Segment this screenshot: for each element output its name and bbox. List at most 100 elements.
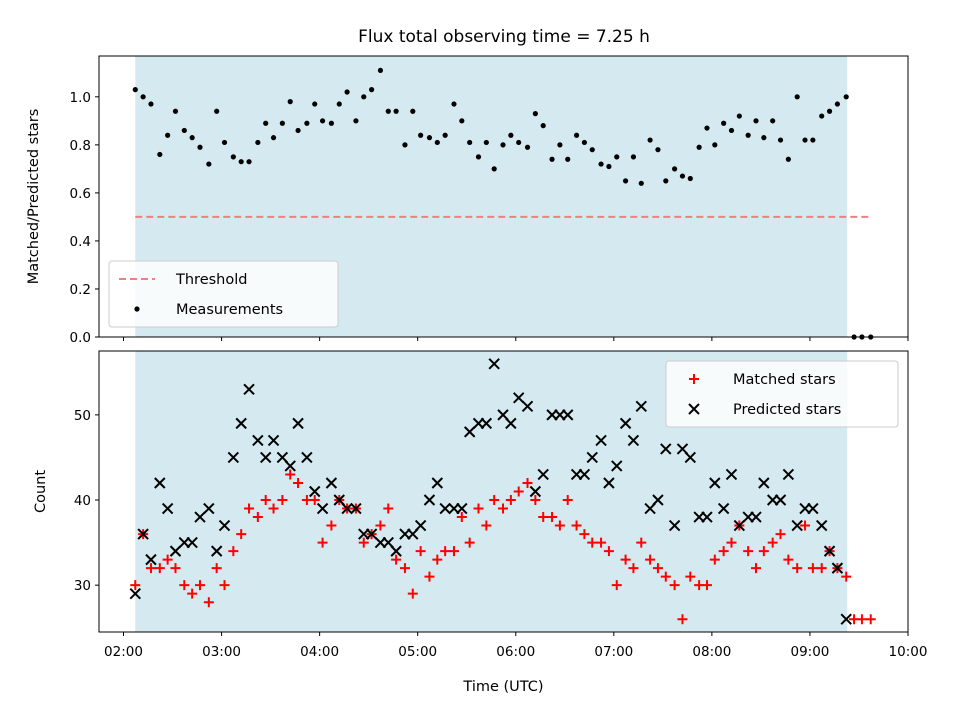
measurement-point xyxy=(319,118,326,124)
measurement-point xyxy=(589,147,595,153)
measurement-point xyxy=(385,108,391,114)
matched-star-point xyxy=(489,495,500,506)
matched-star-point xyxy=(701,580,712,591)
predicted-star-point xyxy=(161,502,174,515)
predicted-star-point xyxy=(840,613,852,625)
predicted-star-point xyxy=(652,494,664,506)
matched-star-point xyxy=(775,529,786,540)
measurement-point xyxy=(687,175,693,182)
matched-star-point xyxy=(268,503,279,514)
bottom-panel: 30 40 50 02:00 03:00 04:00 05:00 06:00 07:00 08:0… xyxy=(33,350,927,695)
y-tick-label: 0.2 xyxy=(70,282,91,298)
predicted-star-point xyxy=(611,460,623,472)
measurement-point xyxy=(491,166,497,172)
y-axis-label: Count xyxy=(33,470,49,513)
predicted-star-point xyxy=(129,587,141,600)
predicted-star-point xyxy=(512,392,525,404)
predicted-star-point xyxy=(210,545,223,557)
matched-star-point xyxy=(522,477,533,488)
predicted-star-point xyxy=(815,519,828,532)
predicted-star-point xyxy=(521,400,534,413)
matched-star-point xyxy=(195,580,206,591)
measurement-point xyxy=(785,156,791,162)
measurement-point xyxy=(393,108,399,114)
measurement-point xyxy=(475,154,482,160)
matched-star-point xyxy=(244,503,255,514)
measurement-point xyxy=(573,132,580,138)
measurement-point xyxy=(426,135,433,141)
measurement-point xyxy=(802,137,808,143)
measurement-point xyxy=(728,127,735,134)
measurement-point xyxy=(467,139,473,146)
legend: Threshold Measurements xyxy=(108,260,339,328)
predicted-star-point xyxy=(145,553,157,566)
matched-star-point xyxy=(219,580,230,591)
measurement-point xyxy=(819,113,825,119)
measurement-point xyxy=(630,154,637,160)
measurement-point xyxy=(451,101,457,107)
measurement-point xyxy=(843,94,849,100)
predicted-star-point xyxy=(325,477,338,489)
matched-star-point xyxy=(252,512,263,523)
matched-star-point xyxy=(758,546,769,557)
matched-star-point xyxy=(652,563,663,574)
matched-star-point xyxy=(554,520,565,531)
measurement-point xyxy=(516,139,522,146)
measurement-point xyxy=(140,94,146,100)
measurement-point xyxy=(721,120,727,126)
measurement-point xyxy=(606,163,612,170)
matched-star-point xyxy=(285,469,296,480)
matched-star-point xyxy=(448,546,459,557)
matched-star-point xyxy=(767,537,778,548)
legend-label: Threshold xyxy=(175,272,247,288)
measurement-point xyxy=(157,151,163,158)
predicted-star-point xyxy=(218,519,231,532)
measurement-point xyxy=(181,127,187,134)
predicted-star-point xyxy=(284,460,296,472)
measurement-point xyxy=(770,118,776,124)
measurement-point xyxy=(165,132,171,138)
matched-star-point xyxy=(579,529,590,540)
predicted-star-point xyxy=(758,477,770,489)
predicted-star-point xyxy=(619,417,632,430)
predicted-star-point xyxy=(823,545,836,557)
matched-star-point xyxy=(677,614,688,625)
matched-star-point xyxy=(473,503,484,514)
matched-star-point xyxy=(513,486,524,497)
measurement-point xyxy=(672,166,678,172)
y-axis-label: Matched/Predicted stars xyxy=(26,109,42,285)
measurement-point xyxy=(753,118,759,124)
matched-star-point xyxy=(432,554,443,565)
legend-label: Matched stars xyxy=(733,372,836,388)
matched-star-point xyxy=(669,580,680,591)
matched-star-point xyxy=(154,563,165,574)
matched-star-point xyxy=(415,546,426,557)
predicted-star-point xyxy=(660,443,672,455)
predicted-star-point xyxy=(791,519,803,532)
matched-star-point xyxy=(440,546,451,557)
predicted-star-point xyxy=(831,562,844,574)
measurement-point xyxy=(663,178,669,184)
matched-star-point xyxy=(424,571,435,582)
predicted-star-point xyxy=(350,502,362,515)
measurement-point xyxy=(736,113,742,119)
matched-star-point xyxy=(841,571,852,582)
legend-label: Measurements xyxy=(176,302,283,318)
matched-star-point xyxy=(807,563,818,574)
measurement-point xyxy=(369,87,375,93)
predicted-star-point xyxy=(725,468,738,481)
measurement-point xyxy=(295,127,301,134)
predicted-star-point xyxy=(529,485,542,498)
predicted-star-point xyxy=(169,545,182,557)
predicted-star-point xyxy=(301,451,313,464)
predicted-star-point xyxy=(709,477,721,489)
measurement-point xyxy=(328,120,335,126)
matched-star-point xyxy=(309,495,320,506)
x-tick-label: 06:00 xyxy=(496,644,535,660)
x-tick-label: 07:00 xyxy=(594,644,633,660)
matched-star-point xyxy=(375,520,386,531)
measurement-point xyxy=(508,132,514,138)
matched-star-point xyxy=(628,563,639,574)
matched-star-point xyxy=(587,537,598,548)
measurement-point xyxy=(418,132,424,138)
